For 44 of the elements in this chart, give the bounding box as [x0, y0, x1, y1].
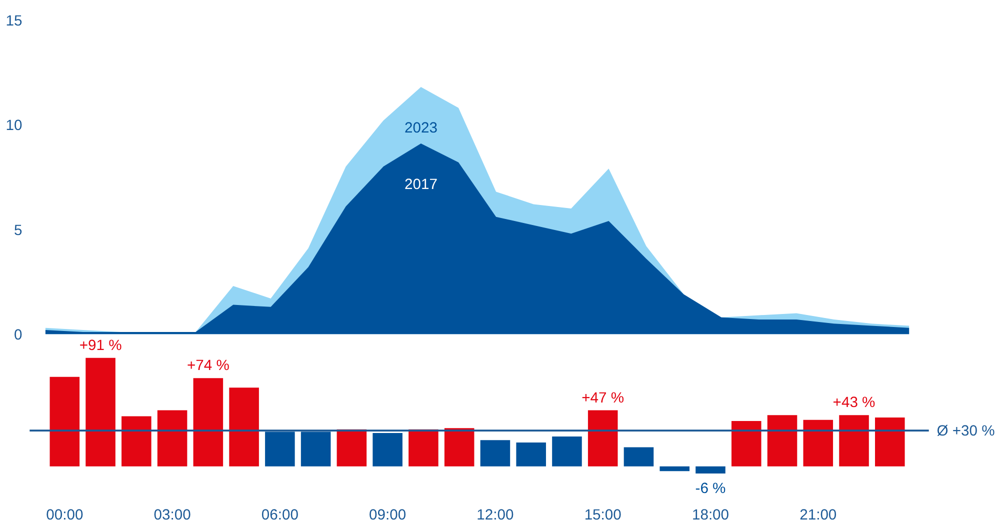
bar [624, 447, 654, 466]
bar [122, 416, 152, 466]
x-tick-label: 21:00 [800, 507, 837, 524]
bar [372, 432, 402, 466]
bar [408, 429, 438, 466]
x-tick-label: 12:00 [476, 507, 514, 524]
bar [552, 436, 582, 466]
data-label: +91 % [79, 338, 122, 354]
x-tick-label: 18:00 [692, 507, 730, 524]
y-tick-label: 10 [6, 118, 22, 134]
bar [767, 415, 798, 466]
bar [265, 432, 295, 466]
bar [444, 428, 474, 466]
bar [300, 432, 331, 466]
x-tick-label: 00:00 [46, 507, 84, 524]
bar [803, 420, 834, 466]
bar [731, 421, 762, 466]
x-tick-label: 09:00 [369, 507, 406, 524]
series-label: 2023 [404, 120, 438, 136]
x-tick-label: 15:00 [584, 507, 622, 524]
bar [50, 376, 80, 466]
y-tick-label: 0 [14, 328, 22, 344]
y-tick-label: 15 [6, 13, 22, 30]
bar [839, 415, 869, 466]
bar [875, 417, 905, 466]
y-tick-label: 5 [14, 222, 22, 239]
bar [336, 429, 367, 466]
data-label: -6 % [695, 481, 726, 498]
series-label: 2017 [404, 176, 438, 193]
data-label: +74 % [186, 358, 230, 374]
bar [660, 466, 690, 472]
bar [229, 388, 259, 466]
data-label: +43 % [832, 395, 876, 412]
bar [193, 378, 224, 466]
data-label: +47 % [582, 390, 624, 406]
bar [480, 440, 510, 466]
bar [157, 410, 188, 466]
bar [588, 410, 618, 466]
bar [86, 358, 116, 466]
x-tick-label: 06:00 [261, 507, 298, 524]
ref-line-label: Ø +30 % [936, 424, 995, 440]
x-tick-label: 03:00 [154, 507, 191, 524]
bar [516, 442, 546, 466]
bar [696, 466, 726, 474]
